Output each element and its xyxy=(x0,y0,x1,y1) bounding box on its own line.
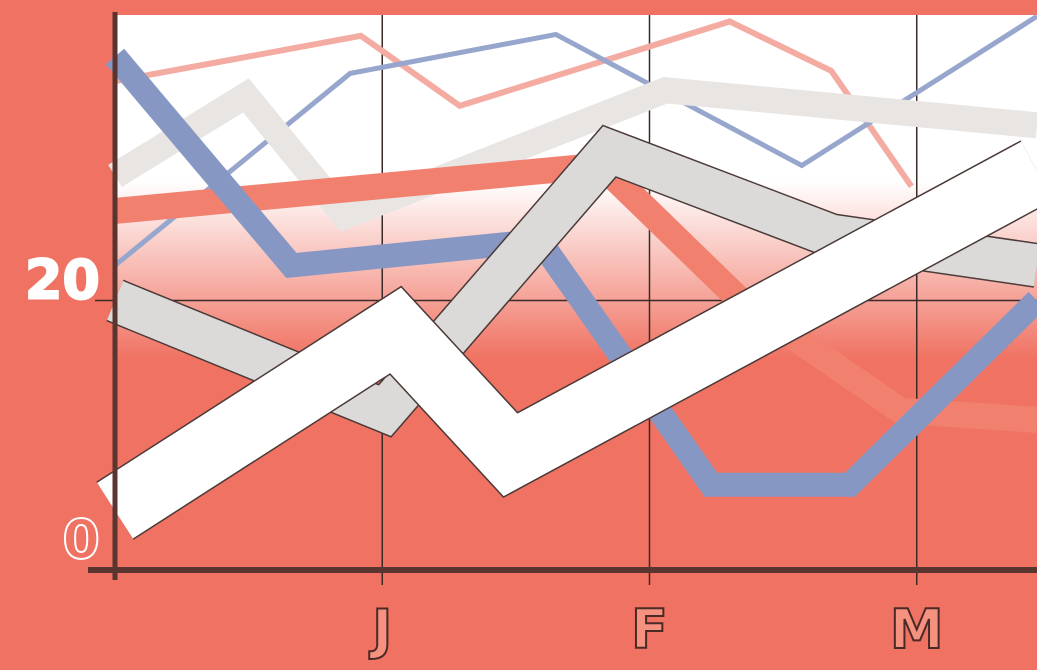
y-tick-label: 0 xyxy=(62,508,100,571)
x-tick-label: J xyxy=(368,598,392,661)
x-tick-label: F xyxy=(631,598,668,661)
labels: J F M 0 20 xyxy=(24,247,945,662)
x-tick-label: M xyxy=(890,598,944,661)
lines xyxy=(96,14,1037,540)
y-tick-label: 20 xyxy=(25,248,100,311)
series-line xyxy=(108,77,1037,232)
series-line xyxy=(97,141,1037,539)
series-line xyxy=(114,18,914,188)
